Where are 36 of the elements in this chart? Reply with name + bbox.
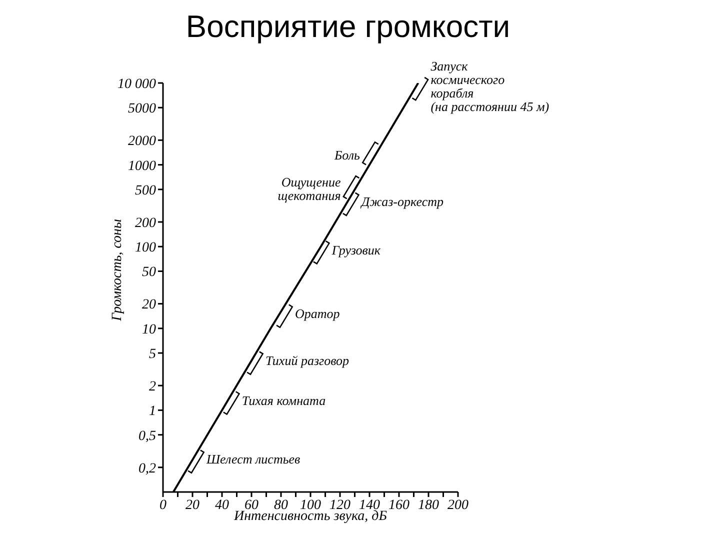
y-tick-label: 200 (135, 216, 156, 231)
y-tick-label: 1 (149, 404, 156, 420)
annotation: Оратор (295, 306, 340, 321)
x-tick-label: 0 (160, 498, 166, 513)
y-tick-label: 100 (135, 240, 156, 256)
y-tick-label: 2 (149, 380, 156, 395)
x-tick-label: 100 (300, 498, 321, 513)
x-tick-label: 80 (274, 498, 288, 513)
x-tick-label: 160 (388, 498, 410, 513)
y-tick-label: 0,5 (138, 428, 156, 444)
annotation: Запуск космического корабля (на расстоянии 45 м) (430, 58, 550, 114)
x-tick-label: 20 (186, 498, 200, 513)
y-tick-label: 1000 (128, 158, 156, 174)
annotation: Тихая комната (242, 392, 326, 408)
annotation: Грузовик (330, 242, 382, 258)
y-tick-label: 2000 (128, 134, 156, 150)
y-tick-label: 0,2 (138, 461, 156, 476)
y-axis-title: Громкость, соны (110, 219, 126, 321)
annotation: Тихий разговор (266, 352, 350, 368)
annotation: Джаз-оркестр (359, 194, 444, 210)
chart-title: Восприятие громкости (184, 9, 512, 45)
annotation: Шелест листьев (206, 451, 301, 466)
annotation: Ощущение щекотания (278, 174, 341, 204)
y-tick-label: 10 (142, 322, 156, 338)
y-tick-label: 500 (135, 183, 156, 198)
x-tick-label: 60 (244, 498, 258, 513)
annotation: Боль (333, 147, 360, 162)
y-tick-label: 5000 (128, 102, 156, 117)
x-tick-label: 200 (448, 498, 468, 513)
y-tick-label: 10 000 (118, 76, 156, 92)
x-tick-label: 120 (330, 498, 350, 513)
y-tick-label: 5 (149, 346, 156, 362)
x-tick-label: 40 (215, 498, 229, 513)
x-tick-label: 180 (418, 498, 439, 513)
y-tick-label: 50 (142, 265, 156, 280)
y-tick-label: 20 (142, 298, 156, 313)
